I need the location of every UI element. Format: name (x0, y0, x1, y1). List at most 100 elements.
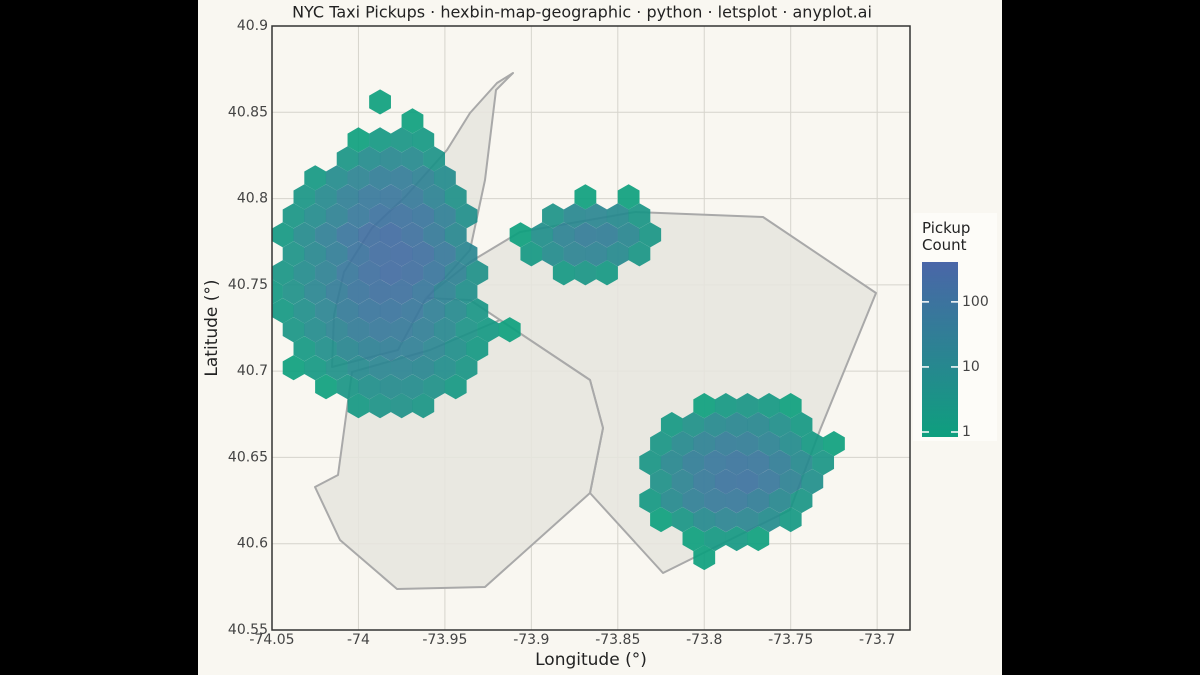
y-axis-title: Latitude (°) (202, 279, 222, 376)
hexbin (304, 203, 327, 229)
x-tick-label: -73.7 (859, 632, 895, 648)
colorbar-tick-label: 1 (962, 424, 971, 440)
hexbin (423, 260, 446, 286)
hexbin (293, 298, 316, 324)
hexbin (671, 506, 694, 533)
hexbin (379, 146, 402, 172)
hexbin (304, 317, 327, 343)
y-tick-label: 40.9 (237, 18, 268, 34)
hexbin (596, 260, 618, 286)
hexbin (369, 165, 391, 191)
hexbin (714, 431, 737, 457)
hexbin (433, 203, 456, 229)
hexbin (736, 506, 759, 533)
hexbin (423, 222, 446, 248)
hexbin (736, 468, 759, 495)
hexbin (336, 222, 359, 248)
hexbin (347, 279, 370, 305)
x-tick-label: -74.05 (249, 632, 294, 648)
hexbin (369, 241, 391, 267)
hexbin (509, 222, 532, 248)
hexbin (358, 260, 381, 286)
hexbin (801, 468, 824, 495)
hexbin (401, 336, 424, 362)
hexbin (390, 127, 413, 153)
hexbin (315, 222, 337, 248)
hexbin (347, 165, 370, 191)
hexbin (455, 355, 478, 381)
hexbin (358, 336, 381, 362)
hexbin (401, 222, 424, 248)
hexbin (325, 165, 348, 191)
hexbin (412, 241, 435, 267)
hexbin (444, 222, 467, 248)
hexbin (379, 374, 402, 400)
hexbin (347, 393, 370, 419)
hexbin (758, 468, 780, 495)
hexbin (358, 374, 381, 400)
hexbin (563, 203, 586, 229)
hexbin (315, 298, 337, 324)
hexbin (369, 279, 391, 305)
hexbins (272, 89, 845, 571)
hexbin (347, 127, 370, 153)
hexbin (542, 203, 564, 229)
hexbin (747, 412, 770, 438)
hexbin (379, 298, 402, 324)
axes: -74.05 -74 -73.95 -73.9 -73.85 -73.8 -73.75 -73… (228, 18, 895, 648)
hexbin (671, 431, 694, 457)
hexbin (379, 336, 402, 362)
hexbin (401, 260, 424, 286)
y-tick-label: 40.75 (228, 277, 268, 293)
hexbin (552, 260, 575, 286)
hexbin (725, 525, 748, 552)
hexbin (401, 108, 424, 134)
hexbin (520, 241, 543, 267)
hexbin (369, 127, 391, 153)
hexbin (660, 487, 683, 514)
hexbin (304, 279, 327, 305)
hexbin (779, 468, 802, 495)
hexbin (401, 146, 424, 172)
hexbin (379, 222, 402, 248)
x-tick-label: -73.9 (513, 632, 549, 648)
hexbin (682, 487, 705, 514)
hexbin (390, 279, 413, 305)
hexbin (336, 298, 359, 324)
hexbin (725, 450, 748, 476)
colorbar-bar (922, 262, 958, 437)
hexbin (325, 241, 348, 267)
hexbin (390, 393, 413, 419)
x-tick-label: -74 (347, 632, 370, 648)
hexbin (412, 203, 435, 229)
hexbin (704, 487, 726, 514)
hexbin (401, 298, 424, 324)
hexbin (758, 506, 780, 533)
hexbin (336, 336, 359, 362)
hexbin (358, 298, 381, 324)
hexbin (747, 450, 770, 476)
hexbin (433, 317, 456, 343)
hexbin (779, 431, 802, 457)
x-tick-label: -73.85 (595, 632, 640, 648)
hexbin (336, 146, 359, 172)
hexbin (693, 544, 716, 571)
hexbin (650, 468, 672, 495)
hexbin (423, 184, 446, 210)
hexbin (498, 317, 521, 343)
hexbin (617, 222, 640, 248)
hexbin (714, 506, 737, 533)
hexbin (542, 241, 564, 267)
colorbar-tick-label: 10 (962, 359, 980, 375)
hexbin (466, 298, 489, 324)
hexbin (401, 374, 424, 400)
hexbin (671, 468, 694, 495)
hexbin (660, 412, 683, 438)
hexbin (412, 127, 435, 153)
hexbin (423, 336, 446, 362)
hexbin (574, 222, 597, 248)
hexbin (714, 468, 737, 495)
hexbin (477, 317, 500, 343)
hexbin (639, 450, 662, 476)
hexbin (768, 412, 791, 438)
